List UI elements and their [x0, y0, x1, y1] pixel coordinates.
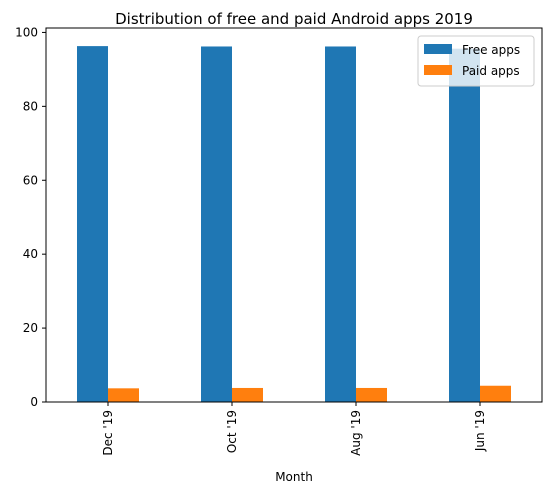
x-axis-label: Month	[275, 470, 313, 484]
legend-label: Paid apps	[462, 64, 520, 78]
x-tick-label: Oct '19	[225, 410, 239, 453]
bar-paid-apps-1	[232, 387, 263, 402]
legend-swatch	[424, 65, 452, 75]
y-tick-label: 100	[15, 25, 38, 39]
x-tick-label: Jun '19	[473, 410, 487, 452]
y-tick-label: 80	[23, 99, 38, 113]
y-tick-label: 60	[23, 173, 38, 187]
bar-free-apps-3	[449, 48, 480, 403]
y-tick-label: 40	[23, 247, 38, 261]
x-tick-label: Aug '19	[349, 410, 363, 456]
bar-free-apps-0	[77, 46, 108, 402]
x-tick-label: Dec '19	[101, 410, 115, 456]
bar-paid-apps-2	[356, 387, 387, 402]
y-tick-label: 0	[30, 395, 38, 409]
legend: Free apps Paid apps	[417, 35, 535, 87]
x-axis: Dec '19 Oct '19 Aug '19 Jun '19	[101, 402, 487, 456]
y-tick-label: 20	[23, 321, 38, 335]
legend-label: Free apps	[462, 43, 520, 57]
bar-free-apps-2	[325, 46, 356, 402]
plot-frame	[45, 27, 543, 403]
bar-paid-apps-3	[480, 385, 511, 402]
bar-free-apps-1	[201, 46, 232, 402]
y-axis: 0 20 40 60 80 100	[15, 25, 46, 409]
bars-layer	[77, 46, 511, 403]
bar-paid-apps-0	[108, 388, 139, 402]
chart-title: Distribution of free and paid Android ap…	[115, 10, 473, 28]
legend-swatch	[424, 44, 452, 54]
